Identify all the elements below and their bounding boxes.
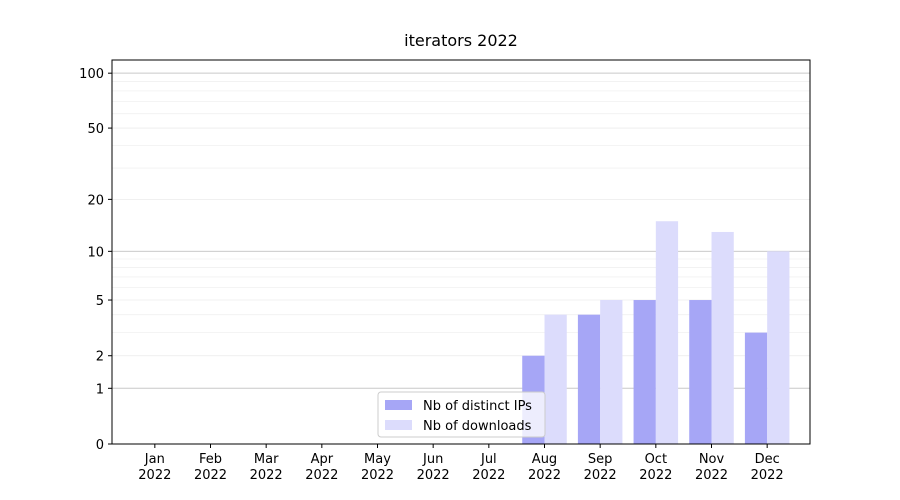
y-tick-label: 1 (96, 382, 104, 397)
y-tick-label: 50 (87, 122, 104, 137)
legend-box (377, 391, 546, 438)
bar (577, 314, 601, 444)
plot-frame (111, 59, 811, 445)
y-tick-label: 100 (79, 67, 104, 82)
chart-title: iterators 2022 (404, 31, 518, 50)
x-tick-label: Dec 2022 (750, 452, 784, 483)
x-tick-label: May 2022 (360, 452, 395, 483)
legend-label: Nb of distinct IPs (423, 399, 532, 414)
bar (689, 300, 712, 444)
bar (633, 300, 656, 444)
x-tick-label: Aug 2022 (527, 452, 562, 483)
bar (767, 251, 790, 444)
x-tick-label: Nov 2022 (694, 452, 729, 483)
x-tick-label: Feb 2022 (193, 452, 228, 483)
legend-swatch (385, 400, 412, 410)
bar (655, 221, 679, 444)
legend-swatch (385, 420, 412, 430)
x-tick-label: Jun 2022 (416, 452, 450, 483)
x-tick-label: Apr 2022 (305, 452, 339, 483)
x-tick-label: Mar 2022 (249, 452, 283, 483)
y-tick-label: 10 (87, 245, 104, 260)
x-tick-label: Sep 2022 (583, 452, 617, 483)
x-tick-label: Oct 2022 (639, 452, 673, 483)
y-tick-label: 5 (96, 294, 104, 309)
y-tick-label: 0 (96, 438, 104, 453)
legend: Nb of distinct IPs Nb of downloads (377, 391, 546, 438)
y-tick-label: 20 (87, 193, 104, 208)
bar (711, 231, 734, 444)
bar (600, 300, 623, 444)
bar (744, 332, 768, 444)
y-tick-label: 2 (96, 350, 104, 365)
bar (544, 314, 567, 444)
x-tick-label: Jan 2022 (138, 452, 172, 483)
legend-label: Nb of downloads (423, 419, 532, 434)
x-tick-label: Jul 2022 (472, 452, 506, 483)
